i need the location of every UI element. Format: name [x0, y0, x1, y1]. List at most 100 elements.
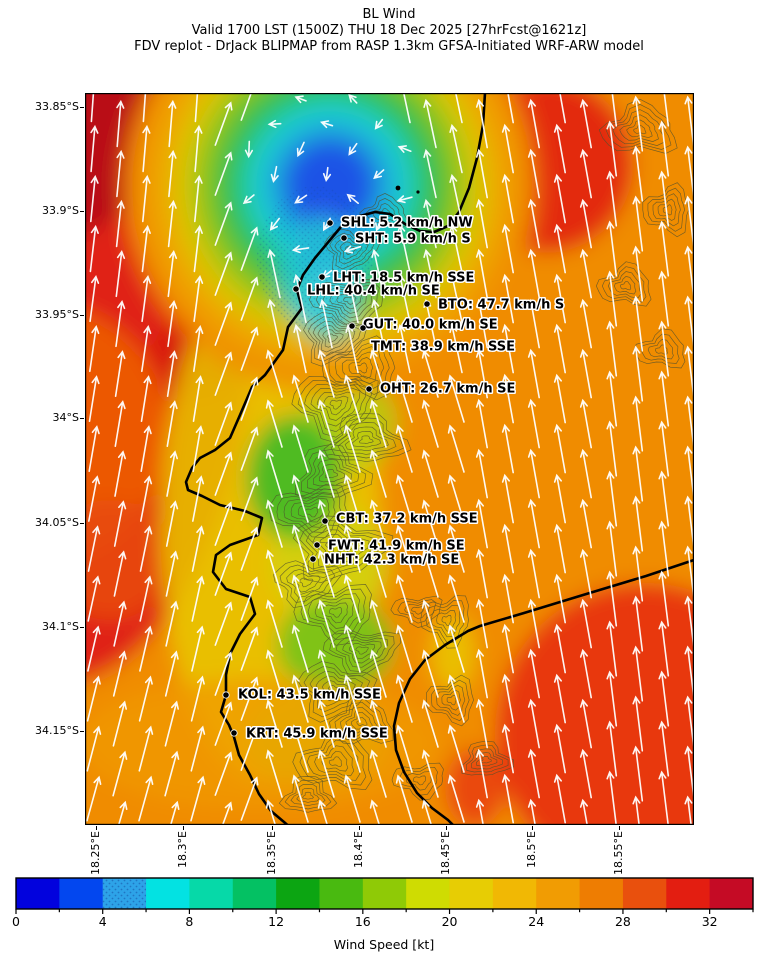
wind-arrow — [317, 699, 335, 748]
wind-arrow — [501, 373, 514, 424]
wind-arrow — [632, 345, 644, 402]
contour-line — [348, 643, 376, 659]
wind-arrow — [240, 526, 259, 571]
wind-arrow — [553, 273, 566, 324]
wind-arrow — [475, 698, 488, 749]
wind-arrow — [606, 720, 618, 777]
wind-speed-color-field — [85, 93, 694, 825]
contour-line — [334, 237, 369, 265]
contour-line — [657, 198, 677, 221]
colorbar-segment — [492, 878, 537, 909]
wind-arrow — [397, 273, 411, 324]
wind-arrow — [579, 198, 592, 249]
wind-arrow — [90, 174, 99, 223]
wind-arrow — [294, 194, 308, 204]
wind-arrow — [87, 575, 101, 622]
wind-arrow — [317, 449, 335, 498]
wind-arrow — [658, 270, 670, 327]
wind-arrow — [527, 448, 540, 499]
wind-arrow — [369, 499, 387, 548]
contour-line — [322, 629, 402, 677]
wind-arrow — [369, 349, 387, 398]
wind-arrow — [265, 449, 283, 498]
contour-line — [619, 114, 659, 142]
contour-line — [598, 98, 678, 154]
wind-arrow — [88, 475, 101, 522]
contour-line — [286, 568, 328, 598]
wind-arrow — [291, 524, 309, 573]
colorbar-segment — [536, 878, 581, 909]
wind-arrow — [475, 348, 488, 399]
wind-map: SHL: 5.2 km/h NW SHT: 5.9 km/h S LHT: 18.5… — [85, 93, 694, 825]
wind-arrow — [632, 595, 644, 652]
wind-arrow — [475, 398, 488, 449]
contour-line — [446, 694, 457, 706]
wind-arrow — [319, 298, 333, 349]
contour-line — [425, 674, 474, 727]
wind-arrow — [527, 648, 540, 699]
wind-arrow — [214, 251, 233, 296]
wind-arrow — [396, 195, 413, 204]
wind-arrow — [553, 523, 566, 574]
wind-arrow — [214, 451, 233, 496]
wind-arrow — [89, 275, 100, 323]
contour-line — [328, 340, 390, 395]
wind-arrow — [423, 98, 437, 149]
wind-arrow — [606, 670, 618, 727]
wind-arrow — [559, 93, 566, 124]
wind-arrow — [269, 217, 280, 231]
wind-arrow — [164, 750, 180, 797]
colorbar-segment — [59, 878, 104, 909]
wind-arrow — [90, 93, 95, 123]
wind-arrow — [373, 169, 385, 180]
wind-arrow — [343, 424, 361, 473]
colorbar-ticks — [15, 909, 754, 914]
wind-arrow — [348, 93, 358, 104]
latitude-tick-label: 33.95°S — [35, 308, 79, 321]
contour-line — [397, 599, 437, 624]
wind-arrow — [191, 625, 205, 672]
contour-line — [342, 639, 382, 664]
contour-line — [642, 182, 690, 238]
wind-arrow — [291, 674, 309, 723]
wind-arrow — [527, 198, 540, 249]
wind-arrow — [527, 298, 540, 349]
wind-arrow — [191, 525, 205, 572]
wind-arrow — [296, 141, 305, 158]
contour-line — [662, 204, 673, 216]
wind-arrow — [265, 549, 283, 598]
wind-arrow — [449, 223, 463, 274]
contour-line — [299, 577, 314, 588]
wind-arrow — [658, 520, 670, 577]
wind-arrow — [527, 98, 540, 149]
contour-line — [309, 670, 364, 712]
station-dot-lht — [318, 273, 326, 281]
contour-line — [283, 493, 336, 533]
wind-arrow — [475, 598, 488, 649]
contour-line — [294, 444, 374, 499]
wind-arrow — [423, 198, 437, 249]
contour-line — [302, 791, 314, 800]
wind-arrow — [112, 650, 127, 697]
colorbar: 0 4 8 12 16 20 24 28 32 Wind Speed [kt] — [12, 877, 754, 952]
wind-arrow — [606, 620, 618, 677]
wind-arrow — [553, 723, 566, 774]
wind-arrow — [270, 165, 279, 183]
contour-line — [312, 458, 353, 487]
wind-arrow — [294, 95, 307, 104]
wind-arrow — [447, 674, 465, 723]
station-dot-tmt — [359, 324, 367, 332]
wind-arrow — [190, 725, 206, 772]
contour-line — [321, 680, 349, 701]
colorbar-tick-label: 0 — [12, 914, 20, 929]
wind-arrow — [475, 298, 488, 349]
contour-line — [348, 357, 374, 379]
contour-line — [640, 333, 680, 364]
coastline-west — [184, 93, 487, 825]
latitude-tick-mark — [80, 522, 84, 524]
wind-arrow — [475, 498, 488, 549]
island — [395, 185, 401, 191]
wind-arrow — [244, 140, 253, 159]
wind-arrow — [632, 245, 644, 302]
